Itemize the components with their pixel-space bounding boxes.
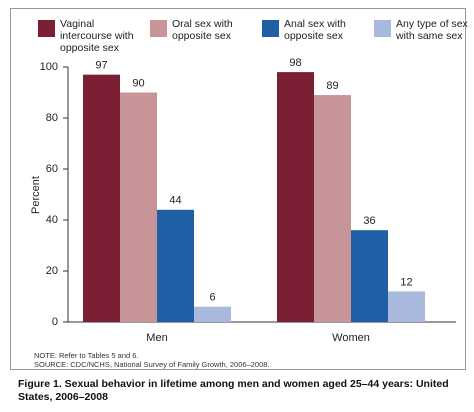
y-tick-label: 60 (46, 163, 58, 175)
legend-item: Oral sex with opposite sex (150, 18, 254, 42)
bar (194, 306, 231, 322)
bar (277, 72, 314, 322)
legend-item: Vaginal intercourse with opposite sex (38, 18, 142, 54)
value-label: 12 (400, 276, 412, 288)
y-tick-label: 0 (52, 316, 58, 328)
bar (157, 209, 194, 322)
legend-label: Any type of sex with same sex (396, 18, 468, 42)
bar (351, 230, 388, 322)
value-label: 36 (363, 215, 375, 227)
bar (120, 92, 157, 322)
value-label: 98 (289, 57, 301, 69)
bar (388, 291, 425, 322)
value-label: 44 (169, 195, 181, 207)
legend-item: Anal sex with opposite sex (262, 18, 366, 42)
source: SOURCE: CDC/NCHS, National Survey of Fam… (34, 360, 270, 369)
legend-swatch (38, 20, 55, 37)
legend-label: Vaginal intercourse with opposite sex (60, 18, 134, 54)
legend-label: Anal sex with opposite sex (284, 18, 346, 42)
y-tick-label: 40 (46, 214, 58, 226)
legend-label: Oral sex with opposite sex (172, 18, 233, 42)
chart-frame (10, 8, 466, 370)
legend-swatch (374, 20, 391, 37)
legend-item: Any type of sex with same sex (374, 18, 474, 42)
legend-swatch (150, 20, 167, 37)
y-tick-label: 80 (46, 112, 58, 124)
legend-swatch (262, 20, 279, 37)
y-axis-label: Percent (30, 176, 42, 214)
value-label: 97 (95, 60, 107, 72)
y-tick-label: 100 (40, 61, 58, 73)
bar (314, 95, 351, 322)
x-tick-label: Men (146, 332, 167, 344)
value-label: 89 (326, 80, 338, 92)
y-tick-label: 20 (46, 265, 58, 277)
value-label: 90 (132, 77, 144, 89)
note: NOTE: Refer to Tables 5 and 6. (34, 351, 139, 360)
caption: Figure 1. Sexual behavior in lifetime am… (18, 378, 449, 403)
value-label: 6 (209, 292, 215, 304)
x-tick-label: Women (332, 332, 370, 344)
bar (83, 74, 120, 323)
